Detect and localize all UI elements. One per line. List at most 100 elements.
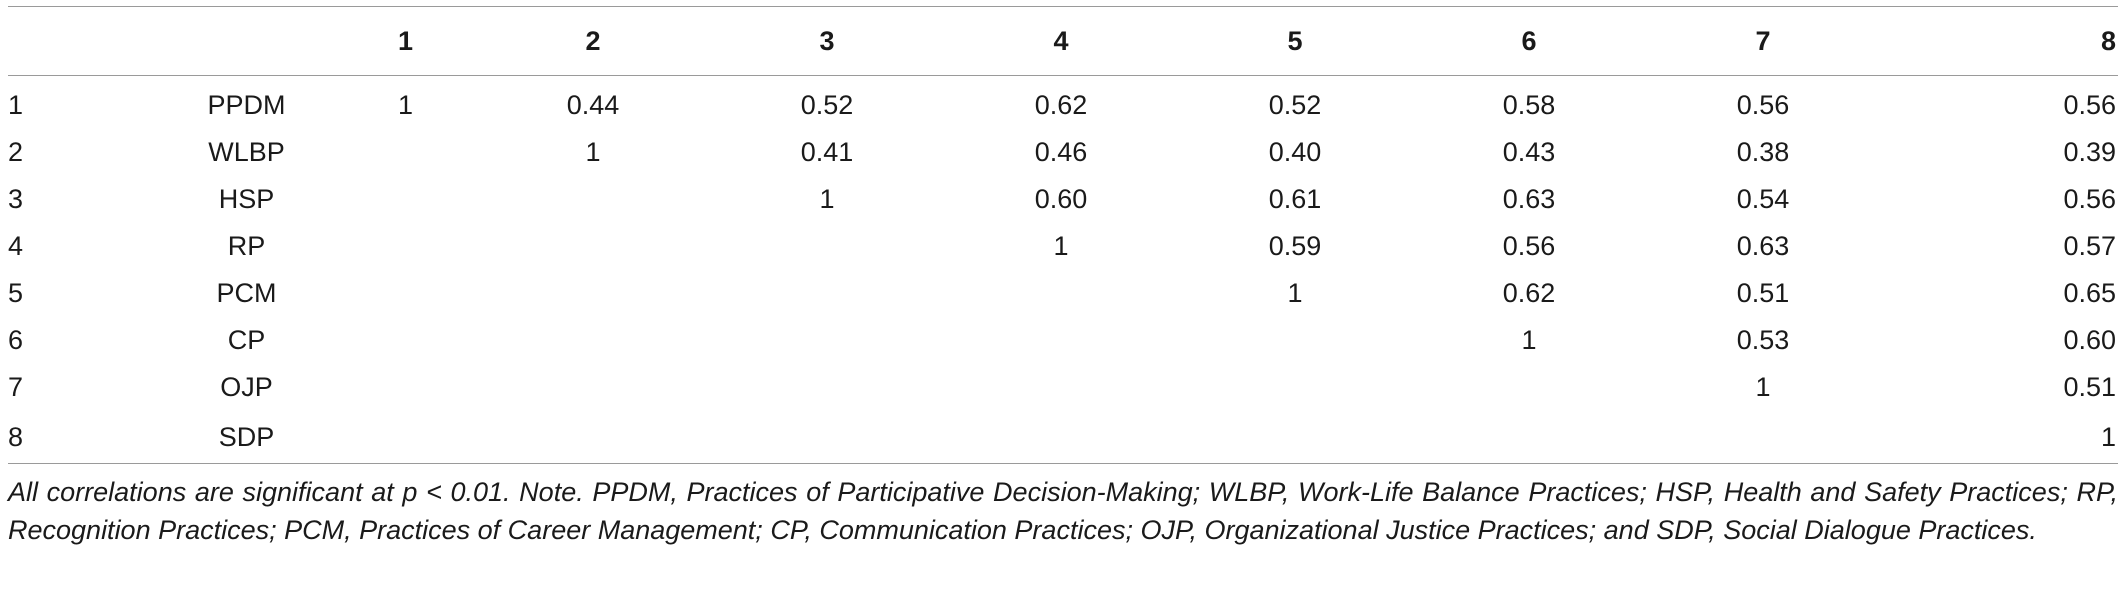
table-row: 4 RP 1 0.59 0.56 0.63 0.57 <box>8 223 2118 270</box>
correlation-cell <box>476 270 710 317</box>
correlation-cell <box>335 270 476 317</box>
correlation-cell: 1 <box>1755 372 1771 402</box>
correlation-cell <box>335 129 476 176</box>
header-cell-3: 3 <box>710 6 944 76</box>
variable-name-cell: CP <box>227 325 266 355</box>
correlation-cell <box>476 176 710 223</box>
correlation-cell: 0.62 <box>1034 90 1088 120</box>
correlation-cell: 1 <box>585 137 601 167</box>
correlation-cell: 0.65 <box>2063 278 2116 308</box>
header-cell-7: 7 <box>1646 6 1880 76</box>
table-footnote: All correlations are significant at p < … <box>8 477 2118 545</box>
correlation-cell: 0.56 <box>1736 90 1790 120</box>
correlation-cell <box>335 317 476 364</box>
correlation-cell <box>710 223 944 270</box>
correlation-cell: 0.59 <box>1268 231 1322 261</box>
correlation-cell: 0.43 <box>1502 137 1556 167</box>
variable-name-cell: PCM <box>216 278 277 308</box>
row-index-cell: 7 <box>8 372 24 402</box>
table-row: 2 WLBP 1 0.41 0.46 0.40 0.43 0.38 0.39 <box>8 129 2118 176</box>
correlation-cell: 1 <box>1053 231 1069 261</box>
correlation-cell <box>1646 411 1880 464</box>
header-cell-2: 2 <box>476 6 710 76</box>
correlation-cell <box>710 270 944 317</box>
correlation-cell: 0.52 <box>1268 90 1322 120</box>
table-body: 1 PPDM 1 0.44 0.52 0.62 0.52 0.58 0.56 0.56 2 WLBP 1… <box>8 76 2118 464</box>
correlation-cell: 0.60 <box>2063 325 2116 355</box>
header-cell-variable <box>158 6 335 76</box>
correlation-cell <box>476 317 710 364</box>
variable-name-cell: HSP <box>218 184 275 214</box>
header-cell-5: 5 <box>1178 6 1412 76</box>
table-row: 8 SDP 1 <box>8 411 2118 464</box>
variable-name-cell: OJP <box>220 372 273 402</box>
correlation-cell: 0.51 <box>1736 278 1790 308</box>
table-row: 1 PPDM 1 0.44 0.52 0.62 0.52 0.58 0.56 0.56 <box>8 76 2118 130</box>
variable-name-cell: RP <box>227 231 266 261</box>
correlation-cell <box>710 317 944 364</box>
correlation-cell: 0.57 <box>2063 231 2116 261</box>
correlation-cell: 1 <box>819 184 835 214</box>
variable-name-cell: PPDM <box>207 90 286 120</box>
row-index-cell: 4 <box>8 231 24 261</box>
correlation-cell <box>1412 411 1646 464</box>
correlation-cell <box>1178 317 1412 364</box>
correlation-cell: 0.61 <box>1268 184 1322 214</box>
row-index-cell: 6 <box>8 325 24 355</box>
correlation-cell: 1 <box>397 90 414 120</box>
correlation-cell: 0.60 <box>1034 184 1088 214</box>
variable-name-cell: WLBP <box>208 137 285 167</box>
variable-name-cell: SDP <box>158 411 335 464</box>
correlation-cell <box>476 364 710 411</box>
correlation-cell <box>476 411 710 464</box>
table-row: 5 PCM 1 0.62 0.51 0.65 <box>8 270 2118 317</box>
correlation-cell: 0.44 <box>566 90 620 120</box>
correlation-cell: 0.63 <box>1736 231 1790 261</box>
correlation-cell: 0.53 <box>1736 325 1790 355</box>
correlation-cell <box>944 364 1178 411</box>
correlation-cell: 0.38 <box>1736 137 1790 167</box>
correlation-cell: 0.56 <box>2063 184 2116 214</box>
header-cell-index <box>8 6 158 76</box>
correlation-cell <box>335 411 476 464</box>
correlation-cell <box>944 411 1178 464</box>
correlation-cell <box>335 364 476 411</box>
correlation-cell <box>335 176 476 223</box>
correlation-cell <box>1178 411 1412 464</box>
correlation-cell: 0.52 <box>800 90 854 120</box>
correlation-cell <box>944 270 1178 317</box>
header-cell-4: 4 <box>944 6 1178 76</box>
correlation-cell: 0.62 <box>1502 278 1556 308</box>
correlation-cell: 0.56 <box>1502 231 1556 261</box>
correlation-cell: 0.56 <box>2063 90 2116 120</box>
correlation-cell <box>710 411 944 464</box>
correlation-cell: 0.58 <box>1502 90 1556 120</box>
correlation-cell <box>335 223 476 270</box>
row-index-cell: 1 <box>8 90 24 120</box>
correlation-cell: 0.54 <box>1736 184 1790 214</box>
row-index-cell: 8 <box>8 411 158 464</box>
header-cell-8: 8 <box>1880 6 2118 76</box>
correlation-cell: 0.39 <box>2063 137 2116 167</box>
correlation-cell <box>710 364 944 411</box>
correlation-cell: 0.63 <box>1502 184 1556 214</box>
row-index-cell: 3 <box>8 184 24 214</box>
correlation-cell <box>944 317 1178 364</box>
correlation-cell <box>1178 364 1412 411</box>
correlation-cell: 0.46 <box>1034 137 1088 167</box>
correlation-cell: 1 <box>1880 411 2118 464</box>
row-index-cell: 5 <box>8 278 24 308</box>
correlation-cell: 0.41 <box>800 137 854 167</box>
correlation-cell: 0.40 <box>1268 137 1322 167</box>
header-cell-1: 1 <box>335 6 476 76</box>
table-row: 6 CP 1 0.53 0.60 <box>8 317 2118 364</box>
correlation-cell: 0.51 <box>2063 372 2116 402</box>
table-row: 7 OJP 1 0.51 <box>8 364 2118 411</box>
header-cell-6: 6 <box>1412 6 1646 76</box>
table-row: 3 HSP 1 0.60 0.61 0.63 0.54 0.56 <box>8 176 2118 223</box>
row-index-cell: 2 <box>8 137 24 167</box>
